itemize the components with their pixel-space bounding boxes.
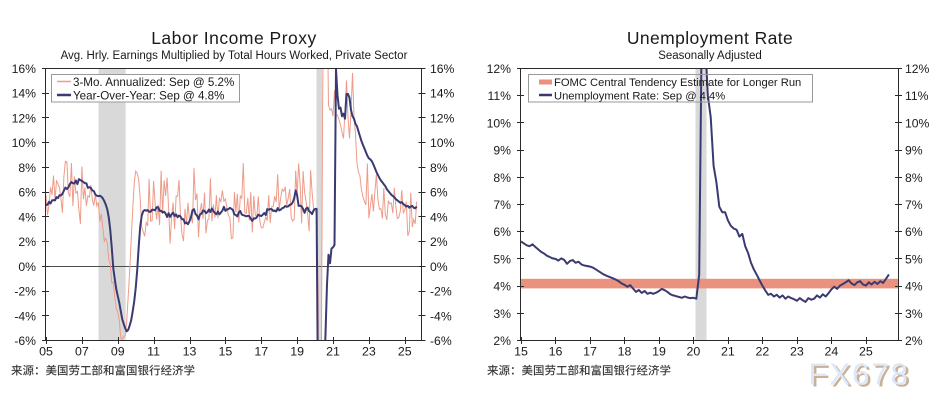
svg-text:07: 07 <box>75 345 89 359</box>
svg-text:FX678: FX678 <box>811 359 912 394</box>
svg-text:9%: 9% <box>905 144 923 158</box>
svg-text:20: 20 <box>687 345 701 359</box>
svg-text:18: 18 <box>618 345 632 359</box>
svg-text:5%: 5% <box>493 252 511 266</box>
svg-text:2%: 2% <box>18 235 36 249</box>
svg-text:16: 16 <box>549 345 563 359</box>
svg-text:10%: 10% <box>430 136 455 150</box>
svg-text:3-Mo. Annualized: Sep @ 5.2%: 3-Mo. Annualized: Sep @ 5.2% <box>73 76 234 89</box>
svg-text:15: 15 <box>219 345 233 359</box>
svg-text:12%: 12% <box>430 112 455 126</box>
svg-text:-6%: -6% <box>430 334 452 348</box>
svg-text:6%: 6% <box>18 186 36 200</box>
svg-text:Avg. Hrly. Earnings Multiplied: Avg. Hrly. Earnings Multiplied by Total … <box>61 50 408 62</box>
svg-text:-4%: -4% <box>14 309 36 323</box>
svg-text:10%: 10% <box>487 116 512 130</box>
svg-text:4%: 4% <box>905 280 923 294</box>
svg-text:Year-Over-Year: Sep @ 4.8%: Year-Over-Year: Sep @ 4.8% <box>73 90 224 103</box>
svg-text:22: 22 <box>756 345 770 359</box>
svg-text:-2%: -2% <box>14 285 36 299</box>
svg-text:-6%: -6% <box>14 334 36 348</box>
svg-text:10%: 10% <box>905 116 930 130</box>
svg-text:3%: 3% <box>905 307 923 321</box>
svg-text:11: 11 <box>147 345 160 359</box>
svg-text:2%: 2% <box>493 334 511 348</box>
svg-text:0%: 0% <box>18 260 36 274</box>
svg-text:FX678: FX678 <box>809 357 910 392</box>
svg-text:11%: 11% <box>488 89 512 103</box>
svg-text:14%: 14% <box>12 87 37 101</box>
svg-text:6%: 6% <box>905 225 923 239</box>
svg-text:16%: 16% <box>12 62 37 76</box>
svg-text:5%: 5% <box>905 252 923 266</box>
svg-text:8%: 8% <box>493 171 511 185</box>
svg-text:-4%: -4% <box>430 309 452 323</box>
svg-text:25: 25 <box>398 345 412 359</box>
svg-text:13: 13 <box>183 345 197 359</box>
svg-text:09: 09 <box>111 345 125 359</box>
svg-text:10%: 10% <box>12 136 37 150</box>
svg-text:3%: 3% <box>493 307 511 321</box>
svg-text:21: 21 <box>721 345 735 359</box>
svg-text:12%: 12% <box>487 62 512 76</box>
svg-text:19: 19 <box>290 345 304 359</box>
svg-text:8%: 8% <box>905 171 923 185</box>
svg-text:FOMC Central Tendency Estimate: FOMC Central Tendency Estimate for Longe… <box>554 77 801 89</box>
svg-text:25: 25 <box>859 345 873 359</box>
svg-text:23: 23 <box>790 345 804 359</box>
svg-text:14%: 14% <box>430 87 455 101</box>
svg-text:6%: 6% <box>430 186 448 200</box>
svg-text:0%: 0% <box>430 260 448 274</box>
svg-text:17: 17 <box>583 345 597 359</box>
svg-text:12%: 12% <box>905 62 930 76</box>
svg-text:7%: 7% <box>905 198 923 212</box>
svg-text:9%: 9% <box>493 144 511 158</box>
svg-text:Seasonally Adjusted: Seasonally Adjusted <box>658 50 762 62</box>
svg-text:7%: 7% <box>493 198 511 212</box>
svg-text:4%: 4% <box>493 280 511 294</box>
svg-text:19: 19 <box>652 345 666 359</box>
svg-text:4%: 4% <box>430 210 448 224</box>
svg-text:05: 05 <box>39 345 53 359</box>
svg-text:-2%: -2% <box>430 285 452 299</box>
svg-text:Labor Income Proxy: Labor Income Proxy <box>151 28 317 48</box>
svg-text:6%: 6% <box>493 225 511 239</box>
svg-text:Unemployment Rate: Unemployment Rate <box>627 28 793 48</box>
svg-text:4%: 4% <box>18 210 36 224</box>
svg-text:16%: 16% <box>430 62 455 76</box>
svg-text:17: 17 <box>254 345 268 359</box>
svg-text:21: 21 <box>326 345 340 359</box>
svg-text:2%: 2% <box>430 235 448 249</box>
svg-text:8%: 8% <box>18 161 36 175</box>
svg-text:23: 23 <box>362 345 376 359</box>
svg-text:11%: 11% <box>905 89 929 103</box>
svg-text:24: 24 <box>825 345 839 359</box>
svg-text:12%: 12% <box>12 112 37 126</box>
svg-text:Unemployment Rate: Sep @ 4.4%: Unemployment Rate: Sep @ 4.4% <box>554 91 725 103</box>
svg-text:2%: 2% <box>905 334 923 348</box>
svg-text:15: 15 <box>514 345 528 359</box>
svg-text:8%: 8% <box>430 161 448 175</box>
